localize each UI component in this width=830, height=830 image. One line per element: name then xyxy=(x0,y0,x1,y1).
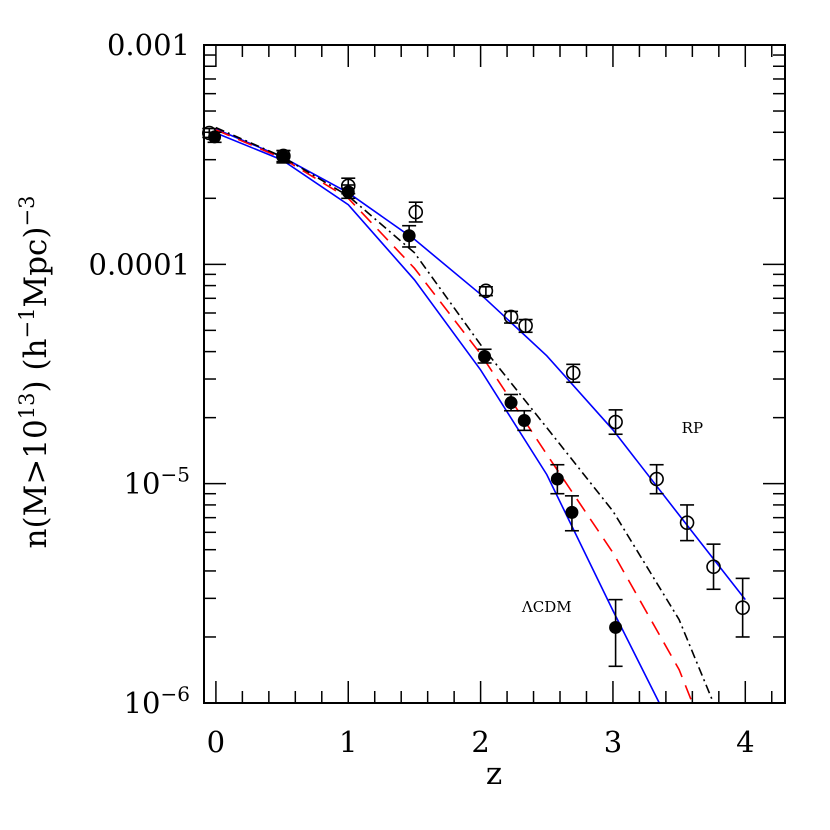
y-axis-label-text: Mpc) xyxy=(18,226,54,307)
data-point-open xyxy=(706,559,721,575)
data-point-filled xyxy=(208,130,222,144)
data-point-filled xyxy=(276,150,290,164)
data-point-open xyxy=(503,309,519,325)
y-tick-label: 10−5 xyxy=(124,463,190,501)
y-tick-label-exponent: −5 xyxy=(161,463,190,487)
y-tick-label-base: 10 xyxy=(124,686,161,720)
y-tick-label-base: 0.0001 xyxy=(89,247,190,281)
data-point-open xyxy=(735,600,750,615)
data-point-filled xyxy=(517,414,531,428)
data-point-open xyxy=(679,515,695,530)
plot-frame xyxy=(203,44,786,704)
y-axis-label-superscript: −3 xyxy=(15,196,39,227)
x-tick-label: 4 xyxy=(736,725,754,759)
y-tick-label: 10−6 xyxy=(124,682,190,720)
y-axis-label: n(M>1013) (h−1Mpc)−3 xyxy=(15,196,54,549)
axis-ticks xyxy=(204,45,785,704)
annotation-label: RP xyxy=(682,419,703,437)
data-point-open xyxy=(478,283,494,299)
model-curve-dash-dot xyxy=(215,126,715,703)
data-point-filled xyxy=(550,472,564,486)
annotation-label: ΛCDM xyxy=(521,598,572,616)
model-curves xyxy=(215,126,746,703)
data-points xyxy=(201,125,750,668)
data-point-filled xyxy=(504,396,518,410)
y-axis-label-superscript: −1 xyxy=(15,308,39,339)
data-point-open xyxy=(518,318,533,334)
x-tick-label: 1 xyxy=(339,725,357,759)
data-point-open xyxy=(408,204,424,220)
y-tick-label: 0.0001 xyxy=(89,247,190,281)
x-tick-label: 0 xyxy=(207,725,225,759)
data-point-open xyxy=(565,365,581,381)
annotations: RP ΛCDM xyxy=(521,419,703,616)
y-axis-label-text: ) (h xyxy=(18,338,54,392)
data-point-filled xyxy=(478,350,492,364)
y-axis-label-text: n(M>10 xyxy=(18,419,54,548)
data-point-open xyxy=(649,471,664,487)
model-curve-dashed xyxy=(215,129,694,703)
x-tick-labels: 0 1 2 3 4 xyxy=(207,725,755,759)
y-axis-label-superscript: 13 xyxy=(15,393,39,420)
data-point-filled xyxy=(565,505,579,519)
y-tick-label-base: 10 xyxy=(124,467,161,501)
y-tick-label: 0.001 xyxy=(107,28,190,62)
model-curve-solid xyxy=(215,128,746,601)
data-point-filled xyxy=(402,229,416,243)
y-tick-label-exponent: −6 xyxy=(161,682,190,706)
data-point-open xyxy=(608,414,623,430)
data-point-filled xyxy=(341,185,355,199)
model-curve-solid xyxy=(215,132,661,703)
x-tick-label: 2 xyxy=(471,725,489,759)
x-axis-label: z xyxy=(486,756,502,792)
y-tick-label-base: 0.001 xyxy=(107,28,190,62)
x-tick-label: 3 xyxy=(604,725,622,759)
data-point-filled xyxy=(609,620,623,634)
